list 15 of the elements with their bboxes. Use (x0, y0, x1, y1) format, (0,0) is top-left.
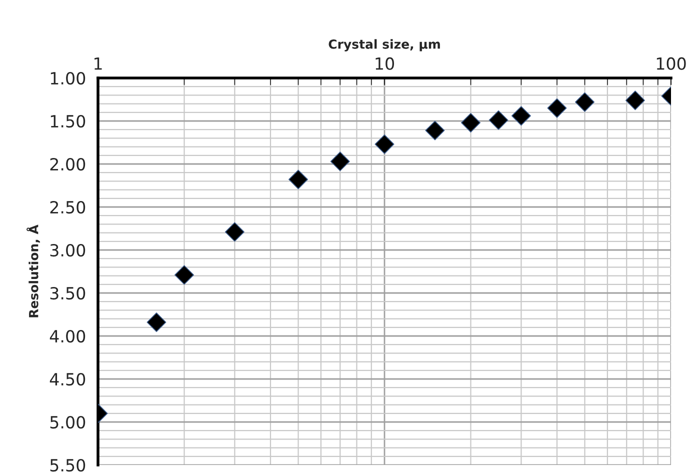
y-tick-label: 5.00 (50, 416, 86, 429)
y-tick-label: 3.00 (50, 244, 86, 257)
x-tick-label: 1 (94, 58, 102, 70)
x-tick-label: 100 (656, 57, 686, 70)
y-tick-label: 2.50 (50, 200, 86, 214)
y-tick-label: 5.50 (50, 458, 86, 472)
y-tick-label: 4.00 (50, 330, 86, 343)
y-tick-label: 1.50 (50, 114, 86, 128)
x-tick-label: 10 (376, 57, 394, 70)
y-tick-label: 1.00 (50, 72, 86, 85)
y-axis-title: Resolution, Å (26, 224, 40, 318)
x-axis-title: Crystal size, µm (328, 39, 440, 52)
y-tick-label: 3.50 (50, 286, 86, 300)
y-tick-label: 4.50 (50, 372, 86, 386)
y-tick-label: 2.00 (50, 158, 86, 171)
